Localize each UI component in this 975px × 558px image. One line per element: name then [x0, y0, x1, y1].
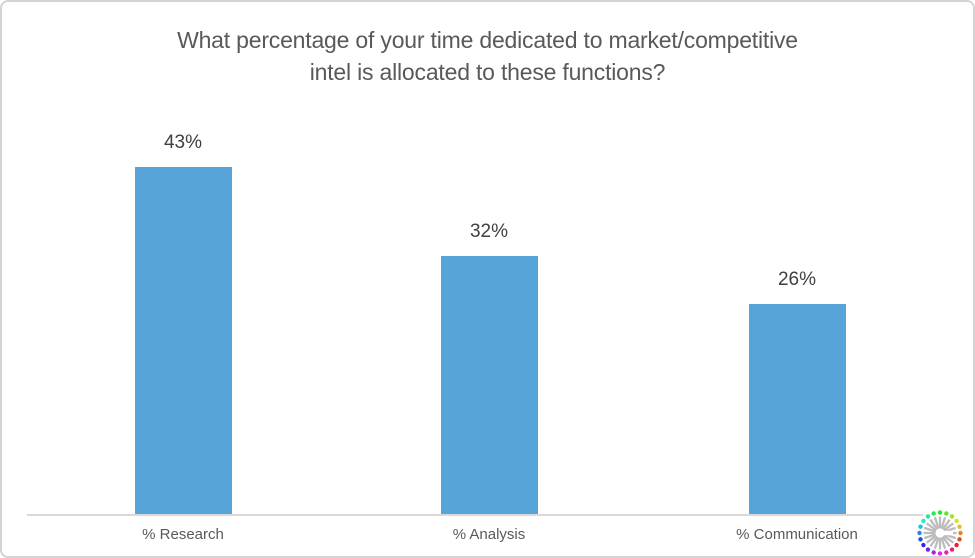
x-axis-line — [27, 514, 923, 516]
bar-value-label: 43% — [163, 132, 203, 153]
bar — [748, 304, 846, 514]
bar — [440, 256, 538, 514]
category-label: % Research — [142, 526, 224, 543]
starburst-icon — [917, 510, 963, 556]
bar — [134, 167, 232, 514]
chart-title-line1: What percentage of your time dedicated t… — [177, 27, 798, 53]
category-label: % Analysis — [452, 526, 526, 543]
chart-title: What percentage of your time dedicated t… — [2, 24, 973, 88]
chart-title-line2: intel is allocated to these functions? — [309, 59, 666, 85]
category-label: % Communication — [736, 526, 858, 543]
bar-value-label: 32% — [469, 221, 509, 242]
bar-value-label: 26% — [777, 269, 817, 290]
